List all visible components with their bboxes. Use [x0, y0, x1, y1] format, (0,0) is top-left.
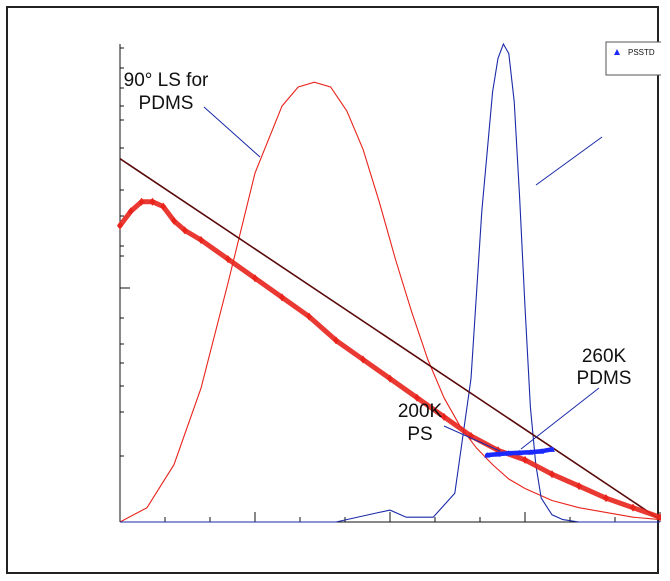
- leader-ps-200k: [443, 425, 501, 452]
- annotation-pdms-260k-line2: PDMS: [577, 368, 632, 389]
- annotations: 90° LS for PDMS 260K PDMS 200K PS: [124, 70, 632, 452]
- scatter-point: [181, 226, 188, 235]
- annotation-pdms-ls-line1: 90° LS for: [124, 70, 209, 91]
- psstd-point: [495, 451, 501, 457]
- leader-pdms-ls: [203, 106, 261, 158]
- psstd-point: [516, 449, 523, 456]
- scatter-point: [414, 393, 420, 402]
- scatter-point: [387, 374, 393, 383]
- scatter-point: [522, 455, 528, 464]
- scatter-point: [149, 197, 156, 206]
- legend-box: [605, 41, 661, 76]
- annotation-pdms-ls-line2: PDMS: [139, 93, 194, 114]
- scatter-point: [360, 355, 366, 364]
- scatter-point: [160, 202, 167, 211]
- annotation-pdms-260k-line1: 260K: [582, 346, 627, 367]
- psstd-point: [484, 452, 491, 458]
- leader-pdms-260k: [520, 387, 600, 450]
- scatter-point: [279, 293, 285, 302]
- legend-label-psstd: PSSTD: [628, 48, 655, 57]
- scatter-point: [198, 235, 204, 244]
- chart: 90° LS for PDMS 260K PDMS 200K PS PSSTD: [117, 41, 661, 523]
- scatter-point: [171, 216, 177, 225]
- series-line-0: [119, 81, 661, 523]
- scatter-point: [657, 513, 661, 522]
- series-line-2: [119, 158, 661, 521]
- scatter-point: [117, 221, 123, 230]
- scatter-point: [603, 494, 609, 503]
- annotation-ps-200k-line1: 200K: [398, 401, 443, 422]
- scatter-point: [252, 274, 258, 283]
- annotation-ps-200k-line2: PS: [407, 424, 432, 445]
- leader-psstd-peak: [535, 136, 603, 186]
- series-band-3: [117, 199, 661, 520]
- scatter-point: [576, 482, 582, 491]
- legend: PSSTD: [605, 41, 661, 76]
- scatter-point: [225, 255, 231, 264]
- axes: [119, 44, 661, 523]
- scatter-point: [138, 197, 145, 206]
- scatter-point: [630, 503, 636, 512]
- chart-frame: 90° LS for PDMS 260K PDMS 200K PS PSSTD: [6, 6, 661, 574]
- psstd-point: [538, 448, 545, 454]
- scatter-point: [549, 470, 555, 479]
- scatter-point: [468, 431, 474, 440]
- series-layer: [117, 42, 661, 523]
- scatter-point: [127, 207, 134, 216]
- scatter-point: [306, 312, 312, 321]
- scatter-point: [333, 336, 339, 345]
- psstd-point: [549, 446, 555, 452]
- psstd-point: [527, 449, 534, 455]
- legend-triangle-icon: [614, 49, 620, 55]
- scatter-point: [441, 412, 447, 421]
- psstd-point: [505, 450, 512, 456]
- series-line-1: [120, 42, 660, 523]
